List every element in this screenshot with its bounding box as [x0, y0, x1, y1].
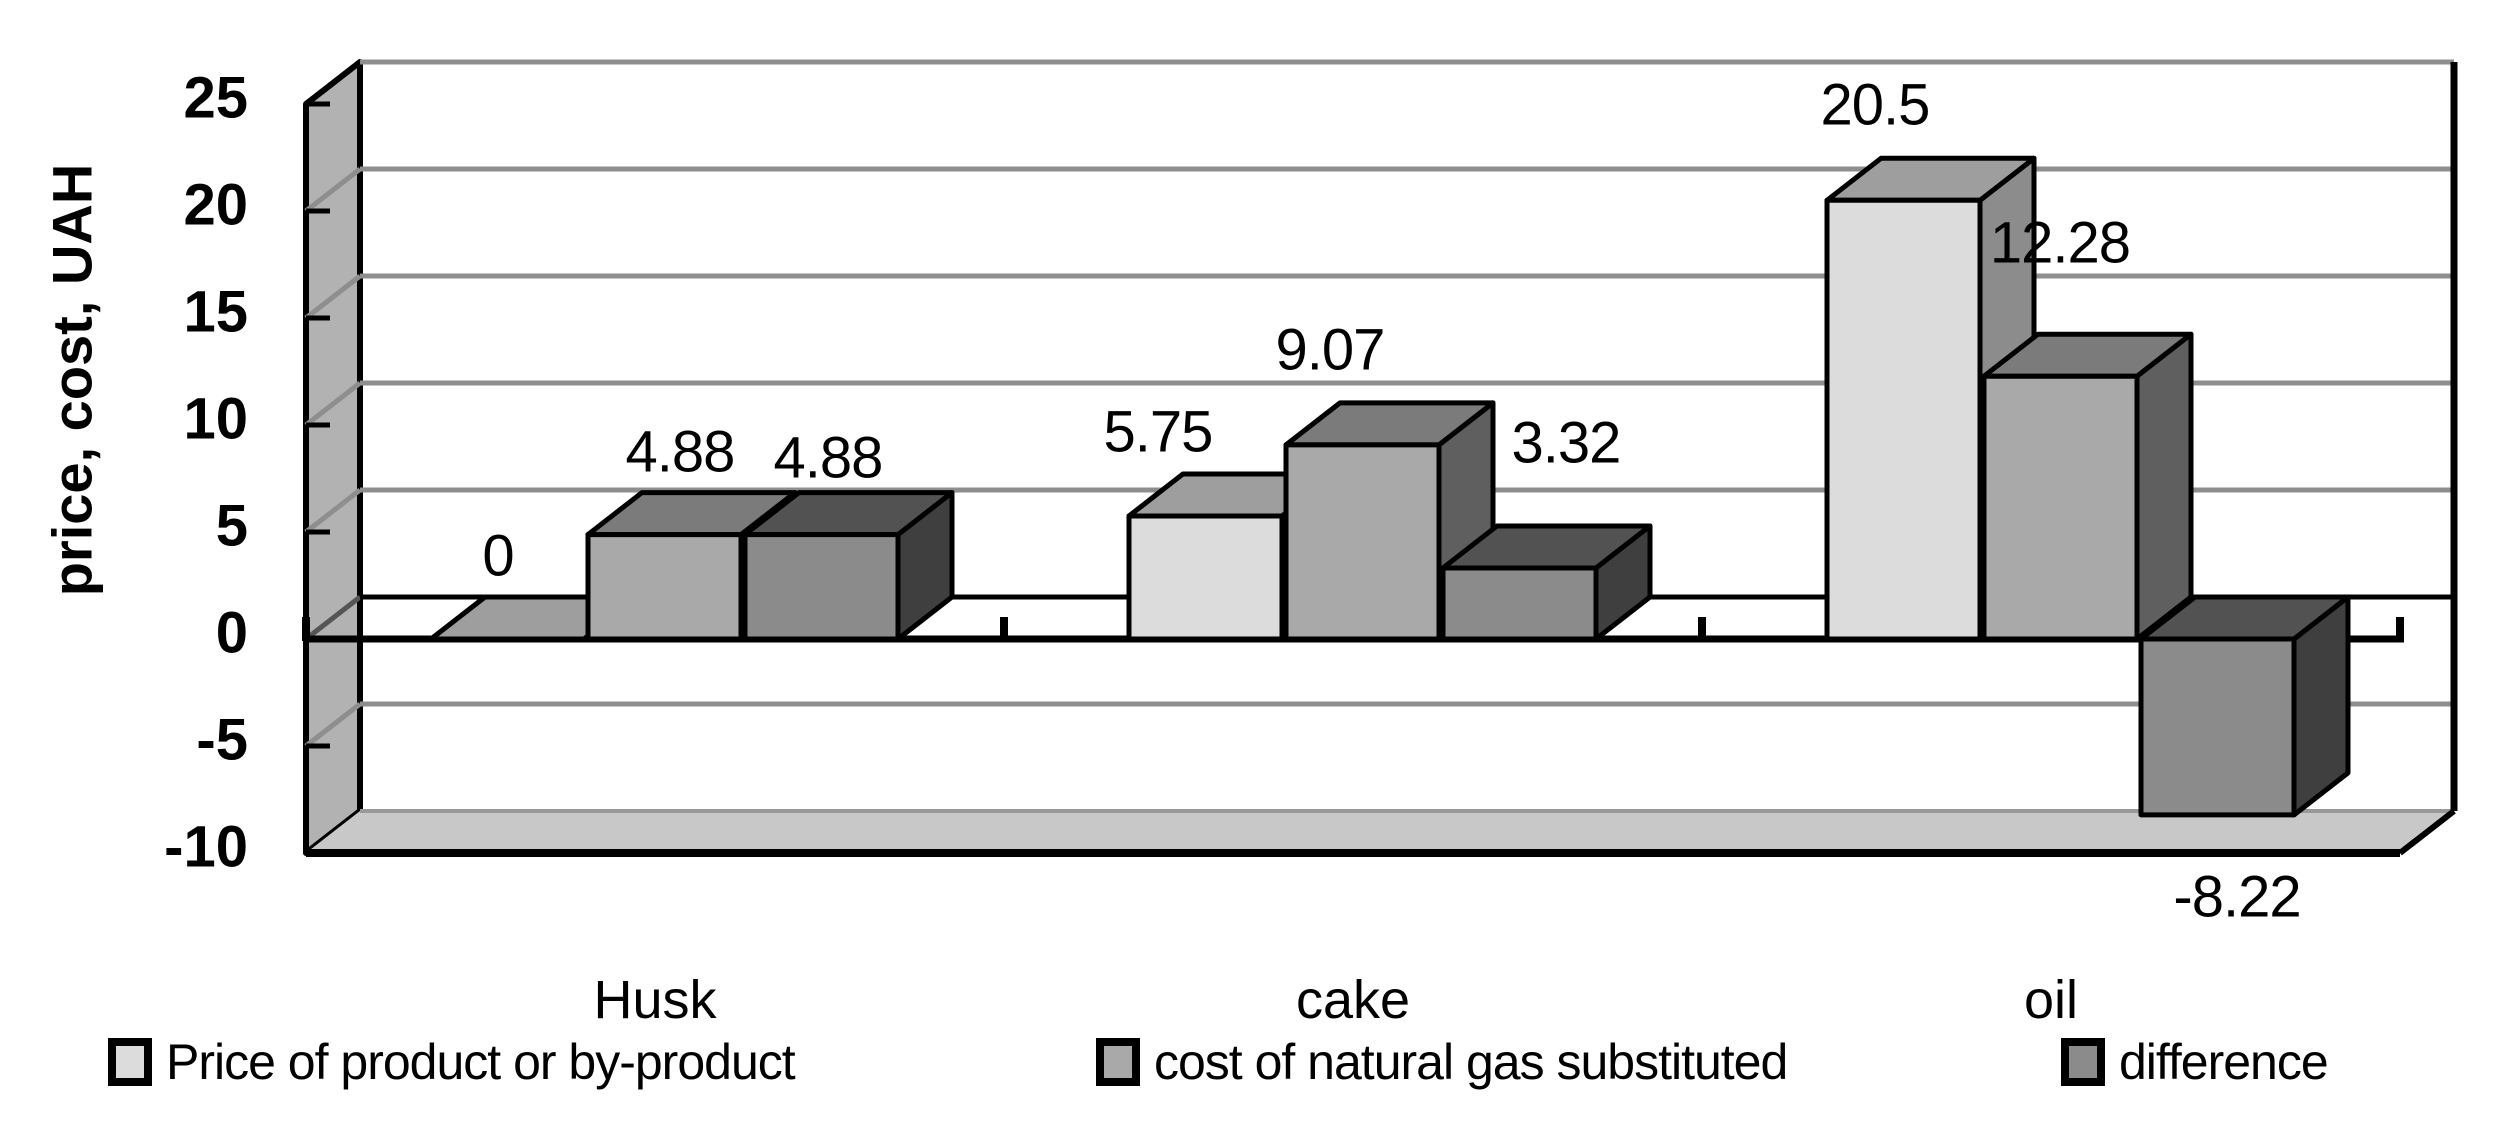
legend-label: cost of natural gas substituted — [1154, 1034, 1787, 1090]
y-axis-tick-label: -10 — [164, 815, 248, 880]
data-label: 0 — [482, 524, 513, 589]
bar-cake-s3 — [1440, 523, 1653, 642]
wall-gridline-diagonal — [304, 381, 362, 427]
legend-label: difference — [2119, 1034, 2328, 1090]
wall-gridline-diagonal — [304, 595, 362, 641]
bar-front-face — [1981, 373, 2140, 642]
legend-label: Price of product or by-product — [166, 1034, 796, 1090]
y-axis-tick-label: -5 — [196, 708, 248, 773]
bar-side-face — [2134, 331, 2194, 642]
data-label: 9.07 — [1276, 318, 1385, 383]
legend-item-s3: difference — [2061, 1034, 2329, 1090]
wall-gridline-diagonal — [304, 488, 362, 534]
y-axis-tick-label: 0 — [216, 601, 248, 666]
bar-husk-s3 — [742, 490, 955, 642]
y-axis-tick-label: 5 — [216, 494, 248, 559]
data-label: 5.75 — [1104, 400, 1213, 465]
data-label: 4.88 — [774, 426, 883, 491]
bar-front-face — [1824, 197, 1983, 642]
data-label: 4.88 — [626, 420, 735, 485]
data-label: -8.22 — [2173, 865, 2300, 930]
bar-front-face — [585, 532, 744, 642]
legend-item-s2: cost of natural gas substituted — [1096, 1034, 1788, 1090]
y-axis-tick-label: 15 — [183, 280, 248, 345]
data-label: 3.32 — [1512, 411, 1621, 476]
bar-front-face — [1283, 442, 1442, 642]
bar-oil-s3 — [2138, 594, 2351, 818]
category-label-oil: oil — [2024, 970, 2078, 1030]
chart-left-wall — [303, 59, 363, 856]
chart-floor — [306, 811, 2454, 853]
floor-right-edge — [2398, 808, 2456, 856]
wall-gridline-diagonal — [304, 702, 362, 748]
legend-marker-icon — [108, 1038, 152, 1086]
y-axis-tick-label: 25 — [183, 66, 248, 131]
category-label-husk: Husk — [593, 970, 717, 1030]
y-axis-title: price, cost, UAH — [41, 164, 104, 597]
legend-item-s1: Price of product or by-product — [108, 1034, 797, 1090]
y-axis-tick-label: 10 — [183, 387, 248, 452]
wall-gridline-diagonal — [304, 274, 362, 320]
y-axis-tick-label: 20 — [183, 173, 248, 238]
data-label: 12.28 — [1990, 211, 2130, 276]
legend-marker-icon — [1096, 1038, 1140, 1086]
data-label: 20.5 — [1821, 73, 1930, 138]
wall-gridline-diagonal — [304, 167, 362, 213]
bar-front-face — [2138, 636, 2297, 818]
bar-front-face — [742, 532, 901, 642]
legend-marker-icon — [2061, 1038, 2105, 1086]
category-label-cake: cake — [1296, 970, 1410, 1030]
bar-front-face — [1440, 565, 1599, 642]
bar-oil-s2 — [1981, 331, 2194, 642]
bar-front-face — [1126, 513, 1285, 642]
